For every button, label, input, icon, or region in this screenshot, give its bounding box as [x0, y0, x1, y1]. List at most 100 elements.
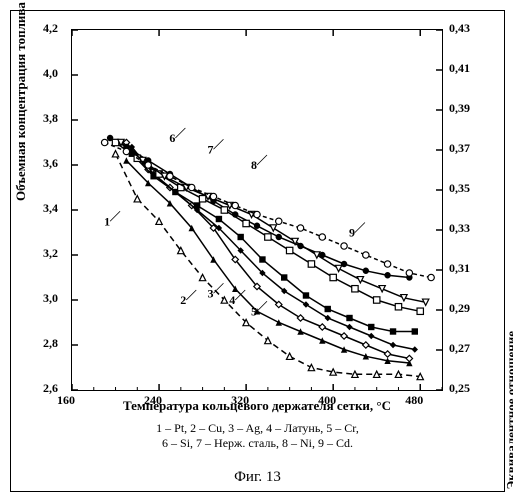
series-line-8	[121, 143, 426, 303]
triangle-down-open-marker	[422, 299, 428, 305]
square-open-marker	[395, 304, 401, 310]
circle-open-marker	[319, 234, 325, 240]
figure-caption: Фиг. 13	[11, 469, 504, 486]
triangle-filled-marker	[297, 328, 303, 334]
legend-line-2: 6 – Si, 7 – Нерж. сталь, 8 – Ni, 9 – Cd.	[11, 436, 504, 451]
triangle-open-marker	[134, 196, 140, 202]
series-annotation: 5	[251, 304, 257, 318]
tick-label: 0,41	[449, 61, 470, 76]
circle-open-marker	[232, 202, 238, 208]
square-open-marker	[352, 286, 358, 292]
triangle-open-marker	[374, 371, 380, 377]
tick-label: 0,27	[449, 341, 470, 356]
circle-open-marker	[406, 270, 412, 276]
legend-block: 1 – Pt, 2 – Cu, 3 – Ag, 4 – Латунь, 5 – …	[11, 421, 504, 451]
tick-label: 0,31	[449, 261, 470, 276]
diamond-open-marker	[406, 355, 412, 361]
circle-open-marker	[276, 218, 282, 224]
square-filled-marker	[346, 315, 352, 321]
square-filled-marker	[368, 324, 374, 330]
diamond-filled-marker	[390, 342, 396, 348]
square-open-marker	[243, 220, 249, 226]
square-open-marker	[199, 196, 205, 202]
circle-open-marker	[123, 148, 129, 154]
triangle-open-marker	[395, 371, 401, 377]
circle-open-marker	[101, 139, 107, 145]
tick-label: 400	[318, 393, 336, 408]
circle-open-marker	[210, 193, 216, 199]
tick-label: 4,0	[43, 66, 58, 81]
tick-label: 3,2	[43, 246, 58, 261]
diamond-filled-marker	[368, 333, 374, 339]
series-annotation: 2	[180, 293, 186, 307]
y-axis-left-label: Объемная концентрация топлива в смеси, %	[13, 0, 29, 201]
tick-label: 2,6	[43, 381, 58, 396]
circle-filled-marker	[363, 268, 369, 274]
triangle-down-open-marker	[379, 286, 385, 292]
square-filled-marker	[390, 328, 396, 334]
legend-line-1: 1 – Pt, 2 – Cu, 3 – Ag, 4 – Латунь, 5 – …	[11, 421, 504, 436]
series-annotation: 3	[207, 286, 213, 300]
plot-area: 123456789 Температура кольцевого держате…	[71, 29, 443, 391]
triangle-down-open-marker	[357, 277, 363, 283]
square-open-marker	[286, 247, 292, 253]
tick-label: 3,8	[43, 111, 58, 126]
circle-open-marker	[145, 162, 151, 168]
circle-open-marker	[363, 252, 369, 258]
series-line-9	[105, 143, 432, 278]
tick-label: 3,4	[43, 201, 58, 216]
square-open-marker	[330, 274, 336, 280]
triangle-open-marker	[330, 369, 336, 375]
circle-open-marker	[428, 274, 434, 280]
circle-open-marker	[189, 184, 195, 190]
triangle-open-marker	[352, 371, 358, 377]
tick-label: 0,39	[449, 101, 470, 116]
square-filled-marker	[237, 234, 243, 240]
tick-label: 2,8	[43, 336, 58, 351]
circle-open-marker	[297, 225, 303, 231]
triangle-down-open-marker	[401, 295, 407, 301]
square-filled-marker	[194, 202, 200, 208]
tick-label: 160	[57, 393, 75, 408]
tick-label: 3,6	[43, 156, 58, 171]
triangle-open-marker	[112, 151, 118, 157]
chart-svg: 123456789	[72, 30, 442, 390]
triangle-filled-marker	[123, 157, 129, 163]
tick-label: 0,43	[449, 21, 470, 36]
series-line-2	[126, 161, 409, 364]
tick-label: 0,29	[449, 301, 470, 316]
square-filled-marker	[259, 256, 265, 262]
square-open-marker	[417, 308, 423, 314]
circle-open-marker	[254, 211, 260, 217]
square-open-marker	[221, 207, 227, 213]
triangle-filled-marker	[276, 319, 282, 325]
triangle-open-marker	[156, 218, 162, 224]
x-axis-label: Температура кольцевого держателя сетки, …	[72, 398, 442, 414]
triangle-open-marker	[286, 353, 292, 359]
diamond-open-marker	[384, 351, 390, 357]
circle-open-marker	[167, 173, 173, 179]
y-axis-right-label: Эквивалентное отношение	[504, 331, 513, 490]
square-filled-marker	[281, 274, 287, 280]
triangle-filled-marker	[319, 337, 325, 343]
circle-open-marker	[341, 243, 347, 249]
figure-frame: Объемная концентрация топлива в смеси, %…	[10, 10, 505, 492]
series-annotation: 4	[229, 293, 235, 307]
circle-filled-marker	[384, 272, 390, 278]
series-annotation: 7	[207, 142, 213, 156]
square-open-marker	[265, 234, 271, 240]
circle-open-marker	[384, 261, 390, 267]
diamond-open-marker	[341, 333, 347, 339]
tick-label: 0,33	[449, 221, 470, 236]
square-open-marker	[374, 297, 380, 303]
tick-label: 240	[144, 393, 162, 408]
square-filled-marker	[216, 216, 222, 222]
tick-label: 0,25	[449, 381, 470, 396]
series-annotation: 8	[251, 158, 257, 172]
series-annotation: 1	[104, 214, 110, 228]
series-annotation: 9	[349, 226, 355, 240]
square-filled-marker	[303, 292, 309, 298]
diamond-open-marker	[319, 324, 325, 330]
series-line-5	[132, 154, 415, 332]
triangle-open-marker	[308, 364, 314, 370]
